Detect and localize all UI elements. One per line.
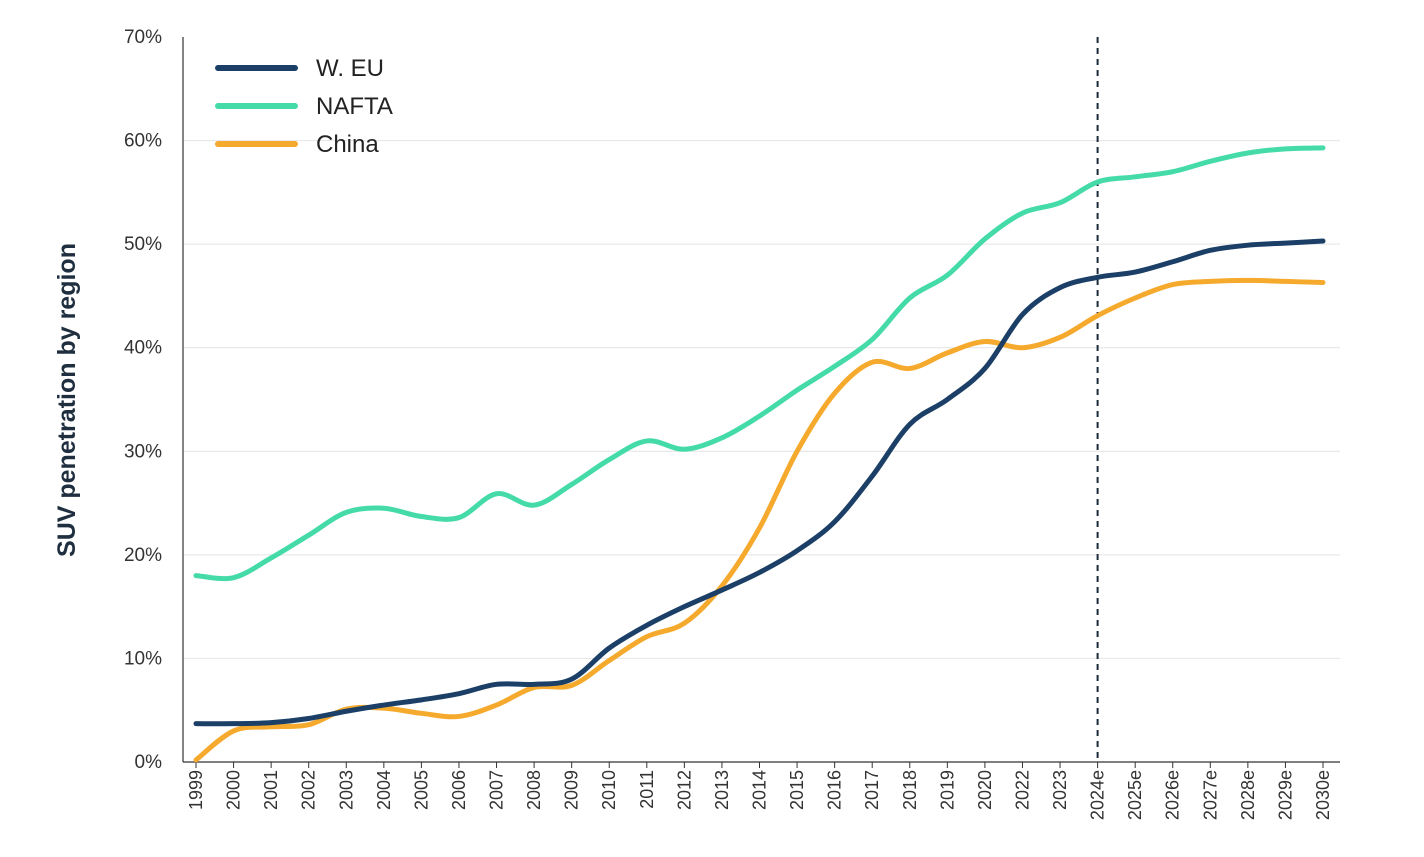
x-tick-label: 2001 xyxy=(261,770,281,810)
x-tick-label: 2007 xyxy=(487,770,507,810)
y-tick-label: 70% xyxy=(124,27,162,48)
legend-label-nafta: NAFTA xyxy=(316,93,393,120)
x-tick-label: 2018 xyxy=(900,770,920,810)
y-tick-label: 60% xyxy=(124,131,162,152)
x-tick-label: 2022 xyxy=(1012,770,1032,810)
y-tick-label: 50% xyxy=(124,234,162,255)
x-tick-label: 2030e xyxy=(1313,770,1333,820)
x-tick-label: 2002 xyxy=(299,770,319,810)
x-tick-label: 2020 xyxy=(975,770,995,810)
x-axis-ticks: 1999 2000 2001 2002 2003 2004 2005 2006 2007 2008… xyxy=(186,762,1333,820)
legend-label-china: China xyxy=(316,131,379,158)
legend-label-w-eu: W. EU xyxy=(316,55,384,82)
x-tick-label: 2009 xyxy=(562,770,582,810)
x-tick-label: 2006 xyxy=(449,770,469,810)
series-lines xyxy=(193,145,1326,763)
y-tick-label: 40% xyxy=(124,338,162,359)
x-tick-label: 2008 xyxy=(524,770,544,810)
y-axis-title: SUV penetration by region xyxy=(53,243,81,557)
x-tick-label: 2017 xyxy=(862,770,882,810)
x-tick-label: 2005 xyxy=(411,770,431,810)
x-tick-label: 2027e xyxy=(1200,770,1220,820)
series-line-china xyxy=(193,277,1326,763)
x-tick-label: 2011 xyxy=(637,770,657,809)
x-tick-label: 2019 xyxy=(937,770,957,810)
x-tick-label: 2013 xyxy=(712,770,732,810)
x-tick-label: 2025e xyxy=(1125,770,1145,820)
x-tick-label: 2014 xyxy=(750,770,770,810)
series-line-nafta xyxy=(193,145,1326,582)
x-tick-label: 2004 xyxy=(374,770,394,810)
y-tick-label: 30% xyxy=(124,441,162,462)
x-tick-label: 2024e xyxy=(1088,770,1108,820)
gridlines xyxy=(183,140,1340,659)
y-tick-label: 10% xyxy=(124,648,162,669)
x-tick-label: 2012 xyxy=(674,770,694,810)
x-tick-label: 2000 xyxy=(224,770,244,810)
series-line-w-eu xyxy=(193,238,1326,727)
x-tick-label: 2026e xyxy=(1163,770,1183,820)
x-tick-label: 1999 xyxy=(186,770,206,810)
y-tick-label: 0% xyxy=(135,752,163,773)
x-tick-label: 2016 xyxy=(825,770,845,810)
legend: W. EU NAFTA China xyxy=(215,55,393,158)
x-tick-label: 2010 xyxy=(599,770,619,810)
y-tick-label: 20% xyxy=(124,545,162,566)
y-axis-ticks: 0% 10% 20% 30% 40% 50% 60% 70% xyxy=(124,27,162,773)
x-tick-label: 2023 xyxy=(1050,770,1070,810)
axes xyxy=(182,37,1340,763)
x-tick-label: 2003 xyxy=(336,770,356,810)
x-tick-label: 2029e xyxy=(1275,770,1295,820)
x-tick-label: 2015 xyxy=(787,770,807,810)
x-tick-label: 2028e xyxy=(1238,770,1258,820)
